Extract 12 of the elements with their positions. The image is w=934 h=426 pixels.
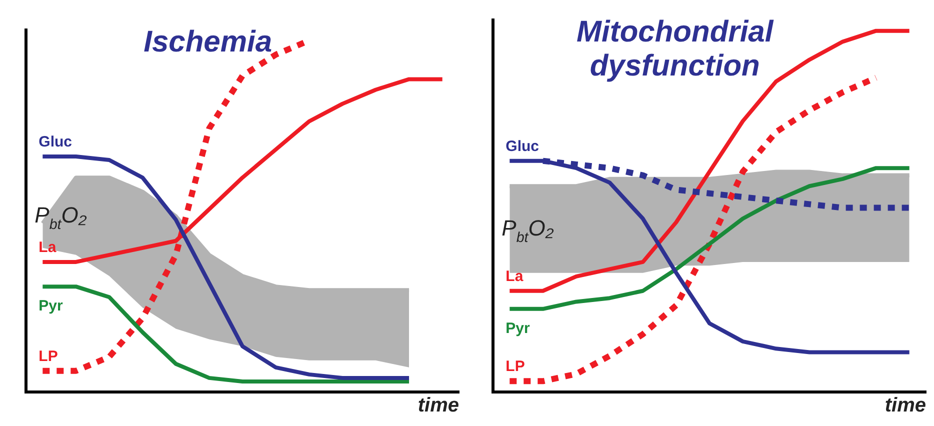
series-label: La bbox=[506, 268, 524, 285]
series-label: Pyr bbox=[38, 298, 63, 315]
series-label: Gluc bbox=[506, 138, 539, 155]
series-label: Gluc bbox=[38, 134, 72, 151]
series-label: LP bbox=[38, 348, 58, 365]
chart-title: Ischemia bbox=[144, 25, 272, 58]
series-label: Pyr bbox=[506, 320, 530, 337]
chart-title: Mitochondrial dysfunction bbox=[576, 15, 774, 82]
series-label: LP bbox=[506, 358, 525, 376]
series-label: La bbox=[38, 238, 57, 256]
x-axis-title: time bbox=[418, 394, 459, 417]
x-axis-title: time bbox=[884, 394, 926, 417]
